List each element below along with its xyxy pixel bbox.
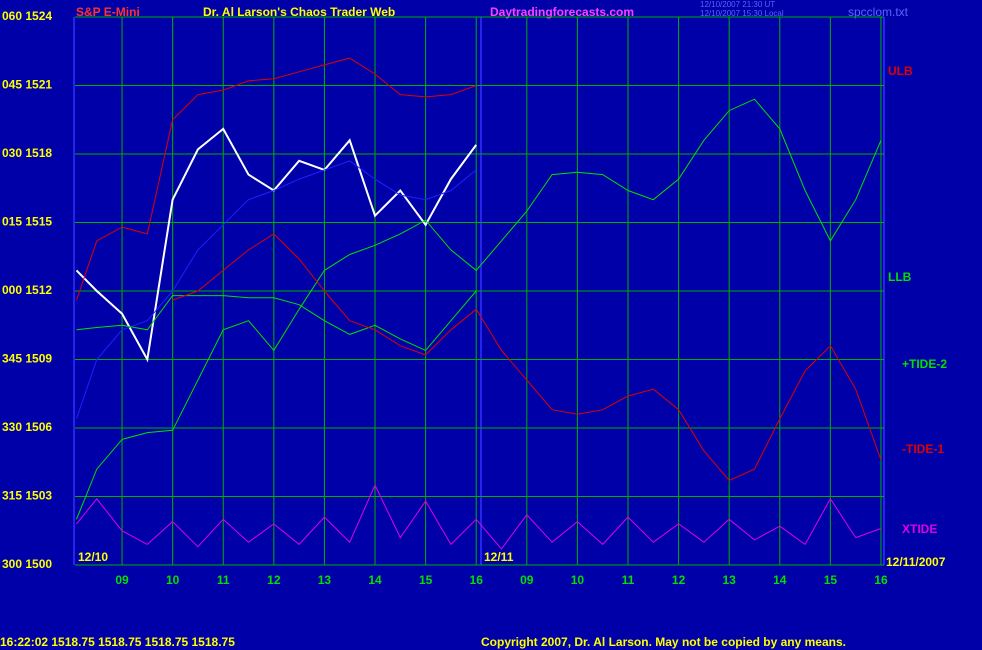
- chart-title: Dr. Al Larson's Chaos Trader Web: [203, 5, 395, 19]
- legend-label: ULB: [888, 64, 913, 78]
- timestamp-ut: 12/10/2007 21:30 UT: [700, 0, 775, 9]
- series-line: [172, 233, 882, 482]
- y-tick-label: 045 1521: [2, 78, 52, 92]
- legend-label: -TIDE-1: [902, 442, 944, 456]
- x-tick-label: 15: [419, 573, 433, 587]
- series-line: [76, 98, 882, 520]
- filename: spcclom.txt: [848, 5, 909, 19]
- x-tick-label: 11: [622, 573, 635, 587]
- x-tick-label: 15: [824, 573, 838, 587]
- y-tick-label: 000 1512: [2, 283, 52, 297]
- x-tick-label: 10: [166, 573, 180, 587]
- date-label: 12/10: [78, 550, 108, 564]
- y-tick-label: 060 1524: [2, 9, 52, 23]
- timestamp-local: 12/10/2007 15:30 Local: [700, 9, 784, 18]
- y-tick-label: 030 1518: [2, 146, 52, 160]
- x-tick-label: 12: [672, 573, 686, 587]
- x-tick-label: 10: [571, 573, 585, 587]
- x-tick-label: 12: [267, 573, 281, 587]
- series-line: [76, 57, 477, 301]
- status-line: 16:22:02 1518.75 1518.75 1518.75 1518.75: [0, 635, 235, 649]
- x-tick-label: 13: [318, 573, 332, 587]
- legend-label: XTIDE: [902, 522, 937, 536]
- x-tick-label: 16: [874, 573, 888, 587]
- legend-label: LLB: [888, 270, 912, 284]
- x-tick-label: 09: [115, 573, 129, 587]
- series-line: [76, 290, 477, 352]
- x-tick-label: 11: [217, 573, 230, 587]
- copyright: Copyright 2007, Dr. Al Larson. May not b…: [481, 635, 846, 649]
- x-tick-label: 14: [368, 573, 382, 587]
- y-tick-label: 315 1503: [2, 489, 52, 503]
- x-tick-label: 13: [723, 573, 737, 587]
- y-tick-label: 345 1509: [2, 352, 52, 366]
- series-line: [76, 160, 477, 420]
- series-line: [76, 483, 882, 550]
- x-tick-label: 14: [773, 573, 787, 587]
- x-tick-label: 16: [470, 573, 484, 587]
- date-label: 12/11: [484, 550, 514, 564]
- instrument: S&P E-Mini: [76, 5, 140, 19]
- y-tick-label: 330 1506: [2, 420, 52, 434]
- date-label: 12/11/2007: [886, 555, 946, 569]
- y-tick-label: 300 1500: [2, 557, 52, 571]
- y-tick-label: 015 1515: [2, 215, 52, 229]
- website: Daytradingforecasts.com: [490, 5, 634, 19]
- legend-label: +TIDE-2: [902, 357, 947, 371]
- x-tick-label: 09: [520, 573, 534, 587]
